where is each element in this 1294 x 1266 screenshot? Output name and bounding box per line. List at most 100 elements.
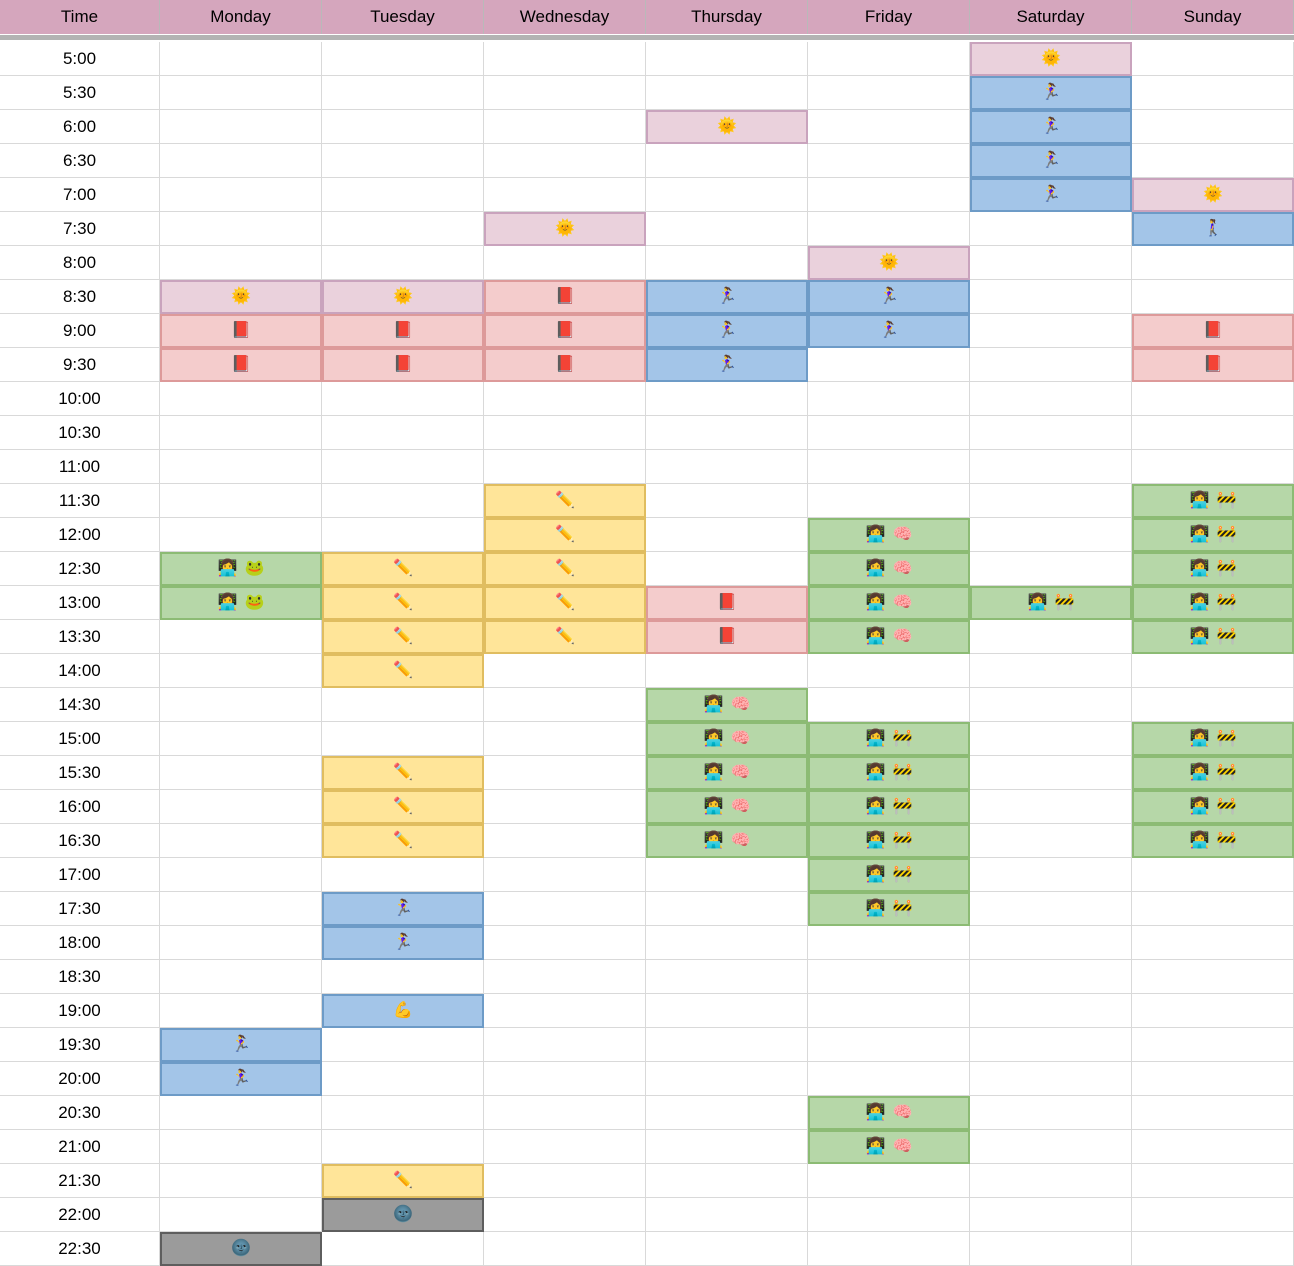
schedule-cell-saturday-2230[interactable] <box>970 1232 1132 1266</box>
schedule-cell-tuesday-1700[interactable] <box>322 858 484 892</box>
schedule-cell-thursday-630[interactable] <box>646 144 808 178</box>
schedule-cell-thursday-2200[interactable] <box>646 1198 808 1232</box>
schedule-cell-sunday-1730[interactable] <box>1132 892 1294 926</box>
schedule-cell-friday-1730[interactable]: 👩‍💻 🚧 <box>808 892 970 926</box>
schedule-cell-sunday-1630[interactable]: 👩‍💻 🚧 <box>1132 824 1294 858</box>
schedule-cell-thursday-1330[interactable]: 📕 <box>646 620 808 654</box>
schedule-cell-monday-500[interactable] <box>160 42 322 76</box>
schedule-cell-tuesday-1400[interactable]: ✏️ <box>322 654 484 688</box>
schedule-cell-wednesday-1300[interactable]: ✏️ <box>484 586 646 620</box>
schedule-cell-saturday-1100[interactable] <box>970 450 1132 484</box>
column-header-sunday[interactable]: Sunday <box>1132 0 1294 34</box>
schedule-cell-saturday-2100[interactable] <box>970 1130 1132 1164</box>
schedule-cell-thursday-1130[interactable] <box>646 484 808 518</box>
schedule-cell-monday-1300[interactable]: 👩‍💻 🐸 <box>160 586 322 620</box>
schedule-cell-sunday-2200[interactable] <box>1132 1198 1294 1232</box>
schedule-cell-monday-600[interactable] <box>160 110 322 144</box>
schedule-cell-thursday-2030[interactable] <box>646 1096 808 1130</box>
schedule-cell-sunday-1130[interactable]: 👩‍💻 🚧 <box>1132 484 1294 518</box>
time-cell[interactable]: 20:30 <box>0 1096 160 1130</box>
schedule-cell-friday-2230[interactable] <box>808 1232 970 1266</box>
schedule-cell-wednesday-1730[interactable] <box>484 892 646 926</box>
schedule-cell-friday-1230[interactable]: 👩‍💻 🧠 <box>808 552 970 586</box>
schedule-cell-tuesday-1330[interactable]: ✏️ <box>322 620 484 654</box>
time-cell[interactable]: 18:00 <box>0 926 160 960</box>
column-header-tuesday[interactable]: Tuesday <box>322 0 484 34</box>
schedule-cell-tuesday-1200[interactable] <box>322 518 484 552</box>
schedule-cell-wednesday-1030[interactable] <box>484 416 646 450</box>
schedule-cell-friday-1400[interactable] <box>808 654 970 688</box>
schedule-cell-thursday-600[interactable]: 🌞 <box>646 110 808 144</box>
schedule-cell-saturday-1630[interactable] <box>970 824 1132 858</box>
schedule-cell-sunday-1200[interactable]: 👩‍💻 🚧 <box>1132 518 1294 552</box>
schedule-cell-tuesday-1730[interactable]: 🏃‍♀️ <box>322 892 484 926</box>
schedule-cell-friday-1800[interactable] <box>808 926 970 960</box>
schedule-cell-wednesday-2130[interactable] <box>484 1164 646 1198</box>
schedule-cell-thursday-2130[interactable] <box>646 1164 808 1198</box>
schedule-cell-friday-1530[interactable]: 👩‍💻 🚧 <box>808 756 970 790</box>
schedule-cell-wednesday-1230[interactable]: ✏️ <box>484 552 646 586</box>
schedule-cell-thursday-1500[interactable]: 👩‍💻 🧠 <box>646 722 808 756</box>
schedule-cell-friday-1930[interactable] <box>808 1028 970 1062</box>
schedule-cell-wednesday-1900[interactable] <box>484 994 646 1028</box>
schedule-cell-friday-500[interactable] <box>808 42 970 76</box>
schedule-cell-saturday-1200[interactable] <box>970 518 1132 552</box>
schedule-cell-tuesday-730[interactable] <box>322 212 484 246</box>
schedule-cell-sunday-1600[interactable]: 👩‍💻 🚧 <box>1132 790 1294 824</box>
schedule-cell-thursday-930[interactable]: 🏃‍♀️ <box>646 348 808 382</box>
schedule-cell-saturday-730[interactable] <box>970 212 1132 246</box>
time-cell[interactable]: 19:30 <box>0 1028 160 1062</box>
schedule-cell-friday-900[interactable]: 🏃‍♀️ <box>808 314 970 348</box>
schedule-cell-saturday-700[interactable]: 🏃‍♀️ <box>970 178 1132 212</box>
schedule-cell-monday-700[interactable] <box>160 178 322 212</box>
column-header-monday[interactable]: Monday <box>160 0 322 34</box>
schedule-cell-saturday-2030[interactable] <box>970 1096 1132 1130</box>
time-cell[interactable]: 11:00 <box>0 450 160 484</box>
schedule-cell-monday-1600[interactable] <box>160 790 322 824</box>
column-header-time[interactable]: Time <box>0 0 160 34</box>
schedule-cell-wednesday-1330[interactable]: ✏️ <box>484 620 646 654</box>
schedule-cell-thursday-1630[interactable]: 👩‍💻 🧠 <box>646 824 808 858</box>
schedule-cell-saturday-1530[interactable] <box>970 756 1132 790</box>
schedule-cell-friday-700[interactable] <box>808 178 970 212</box>
schedule-cell-tuesday-1900[interactable]: 💪 <box>322 994 484 1028</box>
time-cell[interactable]: 13:00 <box>0 586 160 620</box>
time-cell[interactable]: 7:30 <box>0 212 160 246</box>
schedule-cell-friday-1630[interactable]: 👩‍💻 🚧 <box>808 824 970 858</box>
schedule-cell-friday-600[interactable] <box>808 110 970 144</box>
schedule-cell-monday-1630[interactable] <box>160 824 322 858</box>
schedule-cell-monday-1900[interactable] <box>160 994 322 1028</box>
schedule-cell-thursday-1900[interactable] <box>646 994 808 1028</box>
schedule-cell-tuesday-500[interactable] <box>322 42 484 76</box>
time-cell[interactable]: 15:00 <box>0 722 160 756</box>
schedule-cell-saturday-2200[interactable] <box>970 1198 1132 1232</box>
schedule-cell-thursday-700[interactable] <box>646 178 808 212</box>
schedule-cell-monday-1400[interactable] <box>160 654 322 688</box>
schedule-cell-tuesday-700[interactable] <box>322 178 484 212</box>
time-cell[interactable]: 13:30 <box>0 620 160 654</box>
schedule-cell-sunday-530[interactable] <box>1132 76 1294 110</box>
schedule-cell-tuesday-1600[interactable]: ✏️ <box>322 790 484 824</box>
schedule-cell-thursday-1700[interactable] <box>646 858 808 892</box>
time-cell[interactable]: 12:30 <box>0 552 160 586</box>
schedule-cell-saturday-800[interactable] <box>970 246 1132 280</box>
schedule-cell-sunday-2230[interactable] <box>1132 1232 1294 1266</box>
schedule-cell-monday-1100[interactable] <box>160 450 322 484</box>
time-cell[interactable]: 12:00 <box>0 518 160 552</box>
schedule-cell-monday-1700[interactable] <box>160 858 322 892</box>
schedule-cell-tuesday-2000[interactable] <box>322 1062 484 1096</box>
time-cell[interactable]: 5:30 <box>0 76 160 110</box>
schedule-cell-tuesday-1530[interactable]: ✏️ <box>322 756 484 790</box>
schedule-cell-monday-2030[interactable] <box>160 1096 322 1130</box>
schedule-cell-sunday-830[interactable] <box>1132 280 1294 314</box>
schedule-cell-saturday-500[interactable]: 🌞 <box>970 42 1132 76</box>
schedule-cell-tuesday-930[interactable]: 📕 <box>322 348 484 382</box>
schedule-cell-thursday-2230[interactable] <box>646 1232 808 1266</box>
schedule-cell-monday-1330[interactable] <box>160 620 322 654</box>
schedule-cell-thursday-1530[interactable]: 👩‍💻 🧠 <box>646 756 808 790</box>
time-cell[interactable]: 22:30 <box>0 1232 160 1266</box>
schedule-cell-wednesday-930[interactable]: 📕 <box>484 348 646 382</box>
schedule-cell-monday-2230[interactable]: 🌚 <box>160 1232 322 1266</box>
time-cell[interactable]: 21:30 <box>0 1164 160 1198</box>
schedule-cell-tuesday-900[interactable]: 📕 <box>322 314 484 348</box>
